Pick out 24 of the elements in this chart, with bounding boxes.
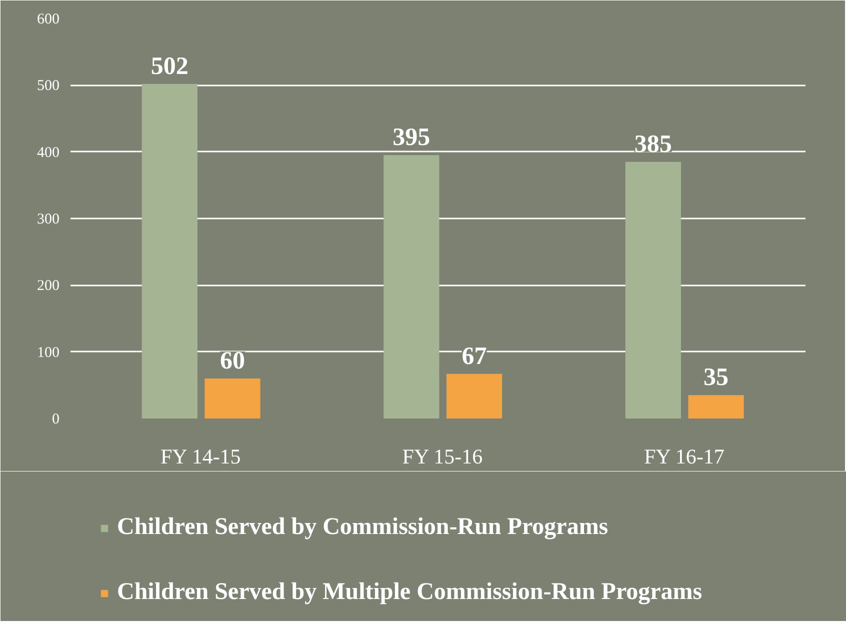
y-tick-label: 600: [37, 12, 60, 28]
data-label: 502: [150, 52, 188, 80]
x-tick-label: FY 15-16: [402, 444, 483, 468]
data-label: 395: [392, 124, 430, 152]
bar: [142, 84, 198, 418]
bar: [625, 162, 681, 418]
y-tick-label: 200: [37, 278, 60, 294]
data-label: 60: [220, 348, 245, 374]
bar: [446, 374, 502, 418]
data-label: 35: [704, 364, 729, 392]
x-tick-label: FY 16-17: [644, 444, 724, 468]
bar: [688, 395, 744, 418]
data-label: 385: [634, 130, 672, 158]
y-tick-label: 400: [37, 144, 60, 161]
y-tick-label: 0: [52, 412, 60, 428]
y-tick-label: 500: [37, 78, 60, 94]
bar: [384, 155, 440, 418]
bar: [204, 378, 260, 418]
data-label: 67: [462, 342, 487, 370]
legend-label: Children Served by Commission-Run Programs: [117, 514, 608, 541]
legend-label: Children Served by Multiple Commission-Run Programs: [117, 579, 702, 606]
x-tick-label: FY 14-15: [160, 444, 241, 468]
y-tick-label: 100: [37, 344, 60, 361]
y-tick-label: 300: [37, 212, 60, 228]
